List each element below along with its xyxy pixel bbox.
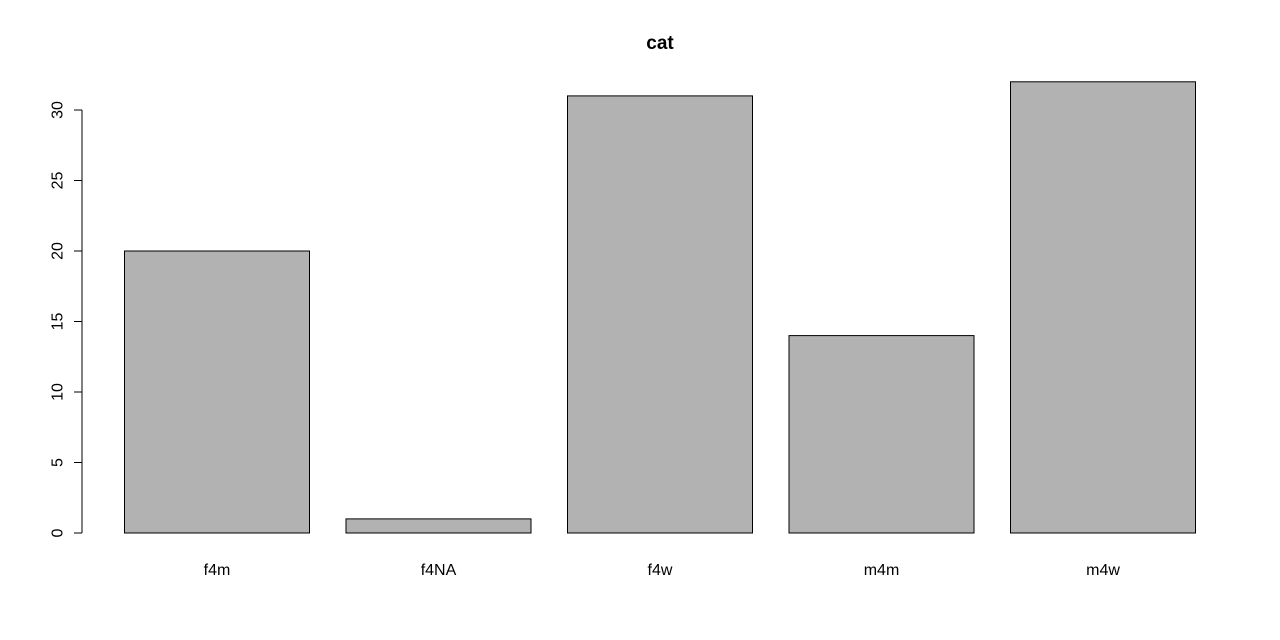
x-tick-label: f4m — [204, 562, 231, 579]
bar-f4NA — [345, 518, 532, 534]
bar-f4w — [567, 95, 753, 534]
x-tick-label: m4w — [1086, 562, 1120, 579]
y-tick-label: 15 — [50, 313, 67, 331]
y-tick-label: 10 — [50, 383, 67, 401]
y-tick-label: 25 — [50, 172, 67, 190]
y-tick-label: 0 — [50, 528, 67, 537]
x-tick-label: f4NA — [421, 562, 457, 579]
chart-title: cat — [646, 33, 674, 54]
y-tick-label: 5 — [50, 458, 67, 467]
y-axis: 0 5 10 15 20 25 30 — [50, 101, 83, 537]
bar-f4m — [124, 250, 310, 534]
bar-m4w — [1010, 81, 1196, 534]
bar-m4m — [788, 335, 975, 534]
y-tick-label: 20 — [50, 242, 67, 260]
x-axis-labels: f4m f4NA f4w m4m m4w — [204, 562, 1121, 579]
x-tick-label: f4w — [648, 562, 673, 579]
x-tick-label: m4m — [864, 562, 900, 579]
y-tick-label: 30 — [50, 101, 67, 119]
bars — [124, 81, 1196, 534]
